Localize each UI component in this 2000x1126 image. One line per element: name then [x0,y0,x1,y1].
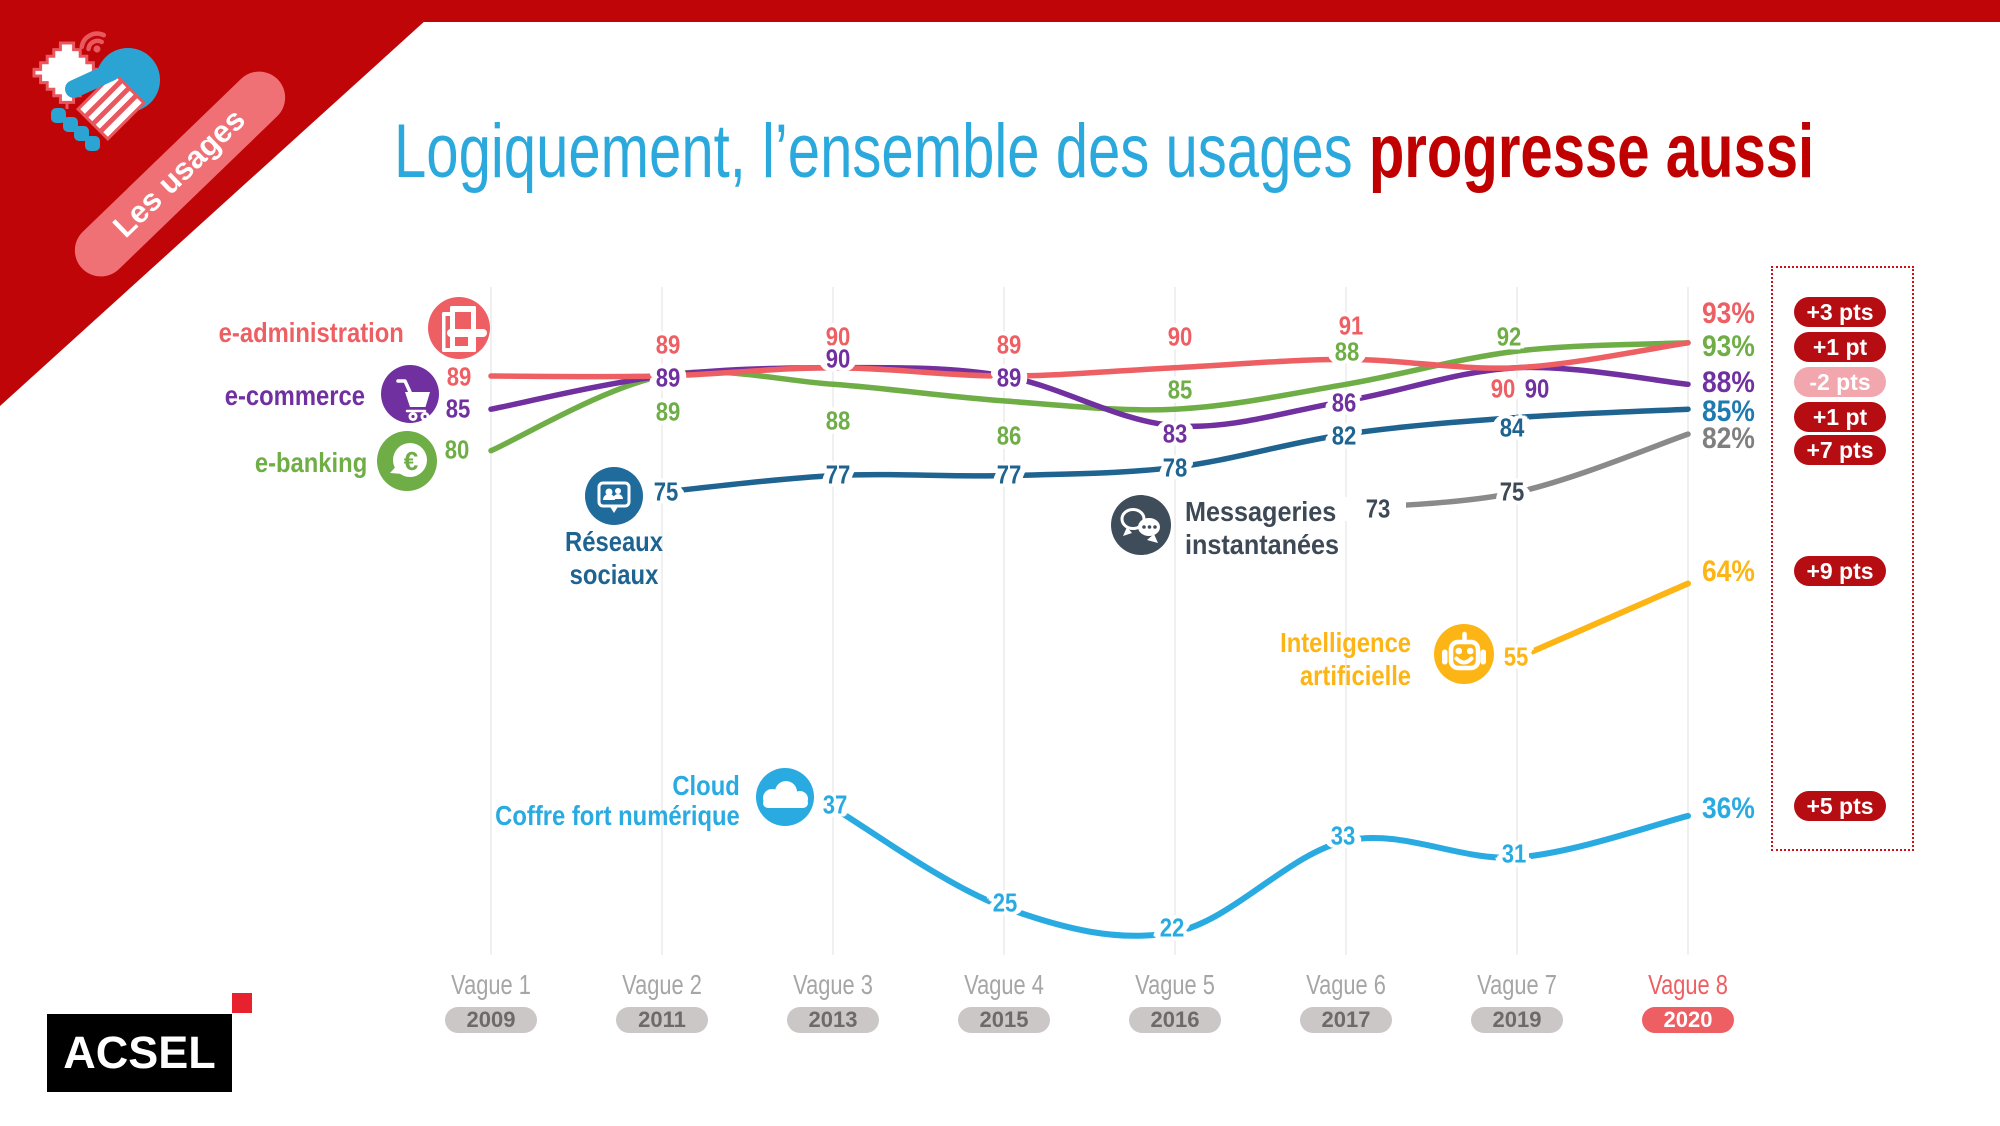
svg-text:€: € [404,446,418,476]
